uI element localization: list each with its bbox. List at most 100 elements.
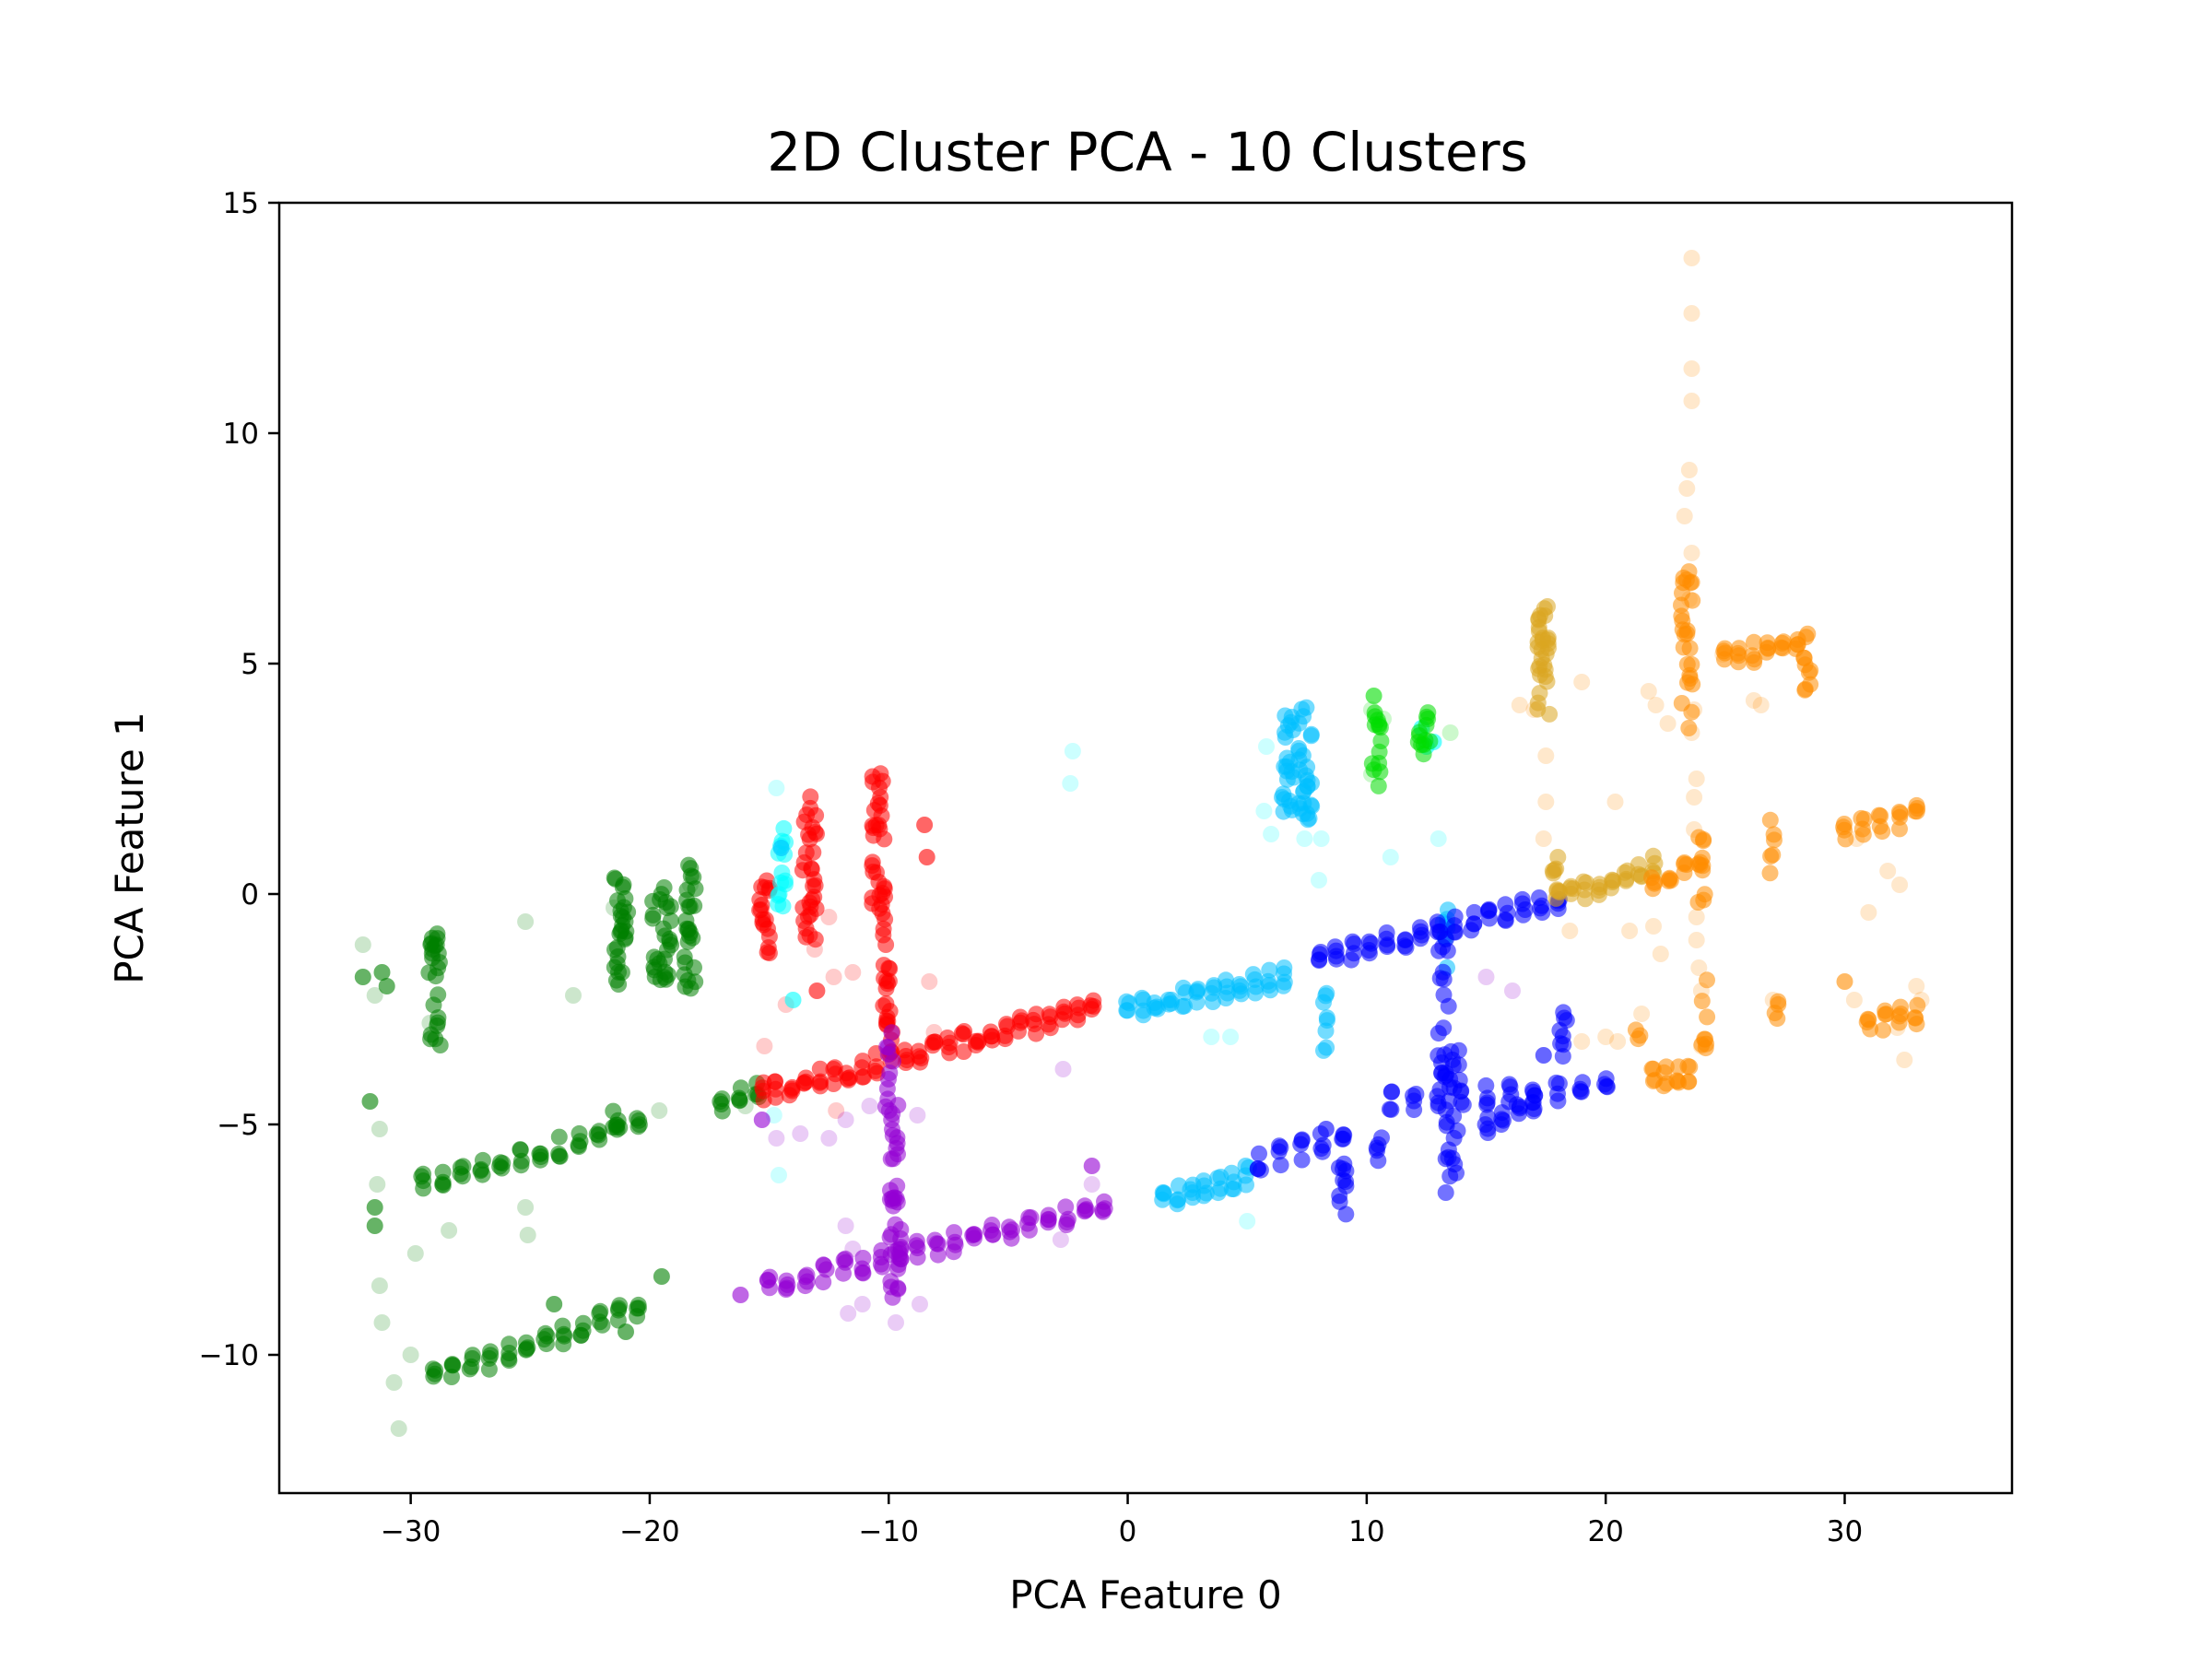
scatter-point xyxy=(1896,1052,1913,1068)
scatter-point xyxy=(1765,826,1783,843)
scatter-point xyxy=(1836,816,1853,832)
scatter-point xyxy=(1652,946,1669,962)
scatter-point xyxy=(1535,830,1552,847)
scatter-point xyxy=(1556,1009,1573,1027)
scatter-point xyxy=(443,1357,461,1374)
scatter-point xyxy=(1477,1116,1494,1134)
scatter-point xyxy=(767,1088,784,1106)
scatter-point xyxy=(1730,647,1747,665)
scatter-point xyxy=(888,1139,905,1157)
x-tick-label: 30 xyxy=(1827,1515,1863,1548)
scatter-point xyxy=(768,1130,785,1147)
x-tick-label: −30 xyxy=(381,1515,441,1548)
scatter-point xyxy=(1531,889,1547,906)
scatter-point xyxy=(881,1229,899,1246)
scatter-point xyxy=(1802,662,1819,679)
scatter-point xyxy=(1511,697,1528,713)
scatter-point xyxy=(1659,715,1677,732)
scatter-point xyxy=(591,1131,608,1148)
scatter-point xyxy=(1683,703,1700,721)
scatter-point xyxy=(1206,979,1223,996)
scatter-point xyxy=(1688,771,1705,787)
scatter-point xyxy=(517,1341,535,1359)
scatter-point xyxy=(1526,1087,1544,1104)
scatter-point xyxy=(897,1048,914,1065)
scatter-point xyxy=(1020,1221,1038,1239)
scatter-point xyxy=(1640,683,1657,700)
scatter-point xyxy=(877,936,895,953)
x-tick-label: −20 xyxy=(619,1515,679,1548)
scatter-point xyxy=(1299,771,1316,789)
scatter-point xyxy=(1909,996,1926,1014)
scatter-point xyxy=(606,870,624,888)
scatter-point xyxy=(1683,305,1700,322)
scatter-point xyxy=(429,945,447,962)
scatter-point xyxy=(802,788,819,806)
scatter-point xyxy=(1500,1076,1518,1093)
scatter-point xyxy=(1627,1021,1644,1039)
scatter-point xyxy=(1337,1206,1355,1223)
scatter-point xyxy=(801,926,818,944)
scatter-point xyxy=(565,987,582,1004)
scatter-point xyxy=(1434,963,1452,981)
scatter-point xyxy=(1396,937,1414,955)
scatter-point xyxy=(551,1147,569,1165)
scatter-point xyxy=(1247,984,1264,1002)
scatter-point xyxy=(1647,697,1665,713)
scatter-point xyxy=(1480,901,1498,919)
scatter-point xyxy=(434,1176,452,1194)
scatter-point xyxy=(731,1092,748,1110)
scatter-point xyxy=(1688,932,1705,948)
scatter-point xyxy=(1576,881,1594,899)
x-tick-label: −10 xyxy=(859,1515,919,1548)
scatter-point xyxy=(1244,966,1262,983)
scatter-point xyxy=(982,1028,1000,1045)
y-tick-label: −10 xyxy=(199,1339,259,1372)
scatter-point xyxy=(1013,1012,1030,1030)
scatter-point xyxy=(1534,631,1551,649)
scatter-point xyxy=(1083,1176,1100,1193)
scatter-point xyxy=(1645,918,1662,935)
scatter-point xyxy=(1326,938,1344,956)
scatter-point xyxy=(1699,1008,1716,1026)
scatter-point xyxy=(1000,1218,1018,1236)
scatter-point xyxy=(837,1112,854,1128)
scatter-point xyxy=(371,1277,388,1294)
scatter-point xyxy=(1020,1208,1038,1226)
scatter-point xyxy=(1879,863,1897,879)
scatter-point xyxy=(970,1032,987,1050)
scatter-point xyxy=(1606,794,1624,810)
y-tick-label: 10 xyxy=(223,418,259,451)
scatter-point xyxy=(1365,688,1382,704)
scatter-point xyxy=(757,879,773,897)
scatter-point xyxy=(1860,904,1877,921)
scatter-point xyxy=(883,1024,900,1041)
scatter-point xyxy=(1058,1214,1076,1231)
scatter-point xyxy=(651,1102,668,1119)
y-tick-label: 0 xyxy=(241,878,259,912)
scatter-point xyxy=(574,1322,592,1339)
scatter-point xyxy=(653,886,670,903)
scatter-point xyxy=(889,1280,907,1298)
scatter-point xyxy=(797,1268,814,1286)
scatter-point xyxy=(1454,1096,1472,1113)
scatter-point xyxy=(1477,969,1495,985)
scatter-point xyxy=(1761,865,1779,882)
scatter-point xyxy=(767,1073,783,1090)
scatter-point xyxy=(1495,1112,1512,1129)
scatter-point xyxy=(888,1177,906,1194)
scatter-point xyxy=(1159,991,1177,1008)
scatter-point xyxy=(1335,1155,1353,1172)
scatter-point xyxy=(1419,704,1437,722)
scatter-point xyxy=(1259,972,1277,990)
scatter-point xyxy=(1746,633,1762,651)
scatter-point xyxy=(811,1060,829,1077)
scatter-point xyxy=(864,853,881,871)
scatter-point xyxy=(1678,622,1696,640)
x-axis-label: PCA Feature 0 xyxy=(1009,1572,1282,1618)
scatter-point xyxy=(1598,1078,1616,1096)
scatter-point xyxy=(1465,915,1483,933)
scatter-point xyxy=(984,1226,1002,1243)
scatter-point xyxy=(500,1350,517,1368)
